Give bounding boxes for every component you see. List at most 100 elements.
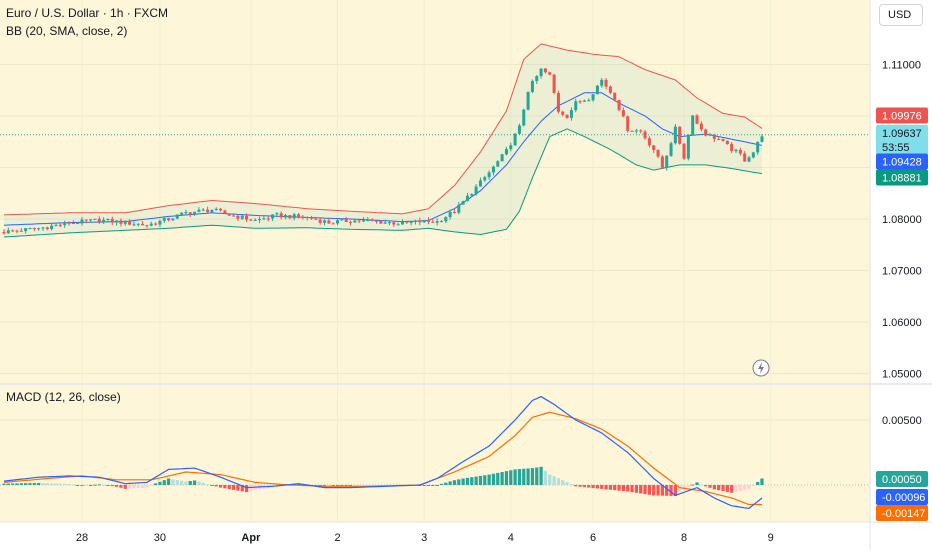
macd-value-tag: -0.00096 — [876, 489, 928, 505]
macd-histogram-bar — [760, 478, 764, 485]
candle-body — [132, 224, 136, 226]
time-tick-label: 2 — [334, 532, 340, 544]
macd-histogram-bar — [101, 484, 106, 486]
macd-histogram-bar — [500, 472, 504, 485]
macd-histogram-bar — [743, 485, 747, 490]
macd-histogram-bar — [231, 485, 236, 490]
candle-body — [149, 223, 153, 226]
macd-histogram-bar — [686, 485, 690, 487]
macd-histogram-bar — [461, 478, 465, 485]
macd-histogram-bar — [630, 485, 634, 493]
candle-body — [413, 220, 418, 222]
candle-body — [210, 210, 214, 213]
macd-histogram-bar — [708, 485, 712, 488]
macd-histogram-bar — [452, 480, 457, 485]
macd-histogram-bar — [509, 470, 513, 485]
price-pane-background — [0, 0, 870, 383]
macd-histogram-bar — [223, 485, 227, 489]
macd-histogram-bar — [6, 483, 10, 485]
countdown-text: 53:55 — [882, 142, 910, 154]
candle-body — [193, 211, 197, 215]
candle-body — [665, 155, 669, 168]
time-tick-label: 8 — [681, 532, 687, 544]
macd-histogram-bar — [28, 483, 32, 485]
candle-body — [626, 116, 630, 131]
macd-histogram-bar — [491, 473, 496, 485]
lightning-icon[interactable] — [752, 359, 770, 377]
candle-body — [695, 115, 699, 124]
candle-body — [323, 220, 327, 223]
candle-body — [188, 212, 192, 215]
macd-histogram-bar — [548, 474, 552, 485]
currency-button[interactable]: USD — [879, 4, 923, 26]
macd-histogram-bar — [613, 485, 617, 491]
candle-body — [41, 227, 45, 229]
macd-histogram-bar — [132, 485, 136, 489]
candle-body — [180, 212, 184, 215]
chart-title[interactable]: Euro / U.S. Dollar · 1h · FXCM — [6, 6, 169, 20]
candle-body — [704, 129, 708, 136]
candle-body — [232, 215, 236, 217]
macd-histogram-bar — [435, 485, 439, 486]
candle-body — [154, 223, 158, 225]
candle-body — [721, 139, 725, 141]
candle-body — [461, 201, 465, 205]
candle-body — [227, 213, 231, 216]
macd-histogram-bar — [552, 476, 556, 485]
macd-histogram-bar — [699, 484, 703, 486]
candle-body — [444, 217, 448, 222]
macd-histogram-bar — [578, 485, 582, 487]
signal-value-tag: -0.00147 — [876, 505, 928, 521]
macd-histogram-bar — [717, 485, 721, 491]
bollinger-bands-legend[interactable]: BB (20, SMA, close, 2) — [6, 24, 128, 38]
candle-body — [652, 145, 656, 151]
candle-body — [426, 220, 430, 222]
bb-basis-price-tag: 1.09428 — [876, 153, 928, 170]
candle-body — [292, 214, 296, 219]
candle-body — [660, 156, 664, 168]
candle-body — [543, 68, 547, 73]
candle-body — [279, 213, 283, 218]
candle-body — [318, 219, 322, 223]
time-tick-label: 3 — [421, 532, 427, 544]
macd-histogram-bar — [162, 480, 166, 485]
candle-body — [530, 81, 534, 92]
macd-histogram-bar — [37, 482, 41, 485]
candle-body — [361, 220, 366, 222]
macd-legend[interactable]: MACD (12, 26, close) — [6, 390, 121, 404]
candle-body — [474, 186, 478, 195]
candle-body — [751, 152, 755, 158]
macd-histogram-bar — [634, 485, 639, 493]
candle-body — [6, 230, 10, 234]
macd-histogram-bar — [669, 485, 673, 496]
macd-histogram-bar — [751, 485, 755, 486]
candle-body — [271, 214, 275, 219]
candle-body — [327, 220, 331, 224]
candle-body — [621, 110, 625, 117]
macd-histogram-bar — [322, 485, 327, 487]
macd-histogram-bar — [171, 479, 175, 485]
candle-body — [734, 149, 738, 152]
candle-body — [738, 149, 742, 154]
candle-body — [305, 217, 309, 219]
candle-body — [634, 130, 638, 132]
macd-histogram-bar — [123, 485, 127, 489]
macd-histogram-bar — [483, 475, 487, 485]
candle-body — [28, 227, 32, 229]
macd-histogram-bar — [184, 481, 188, 485]
price-tick-label: 1.05000 — [882, 369, 922, 381]
macd-histogram-bar — [526, 468, 530, 485]
macd-histogram-bar — [114, 485, 119, 487]
candle-body — [487, 172, 491, 178]
candle-body — [513, 133, 517, 146]
macd-histogram-bar — [600, 485, 604, 489]
candle-body — [184, 212, 188, 214]
macd-histogram-bar — [496, 472, 500, 485]
candle-body — [240, 215, 244, 219]
candle-body — [288, 215, 292, 219]
candle-body — [348, 222, 353, 224]
candle-body — [145, 225, 149, 227]
macd-histogram-bar — [682, 485, 686, 490]
macd-histogram-bar — [444, 482, 448, 485]
